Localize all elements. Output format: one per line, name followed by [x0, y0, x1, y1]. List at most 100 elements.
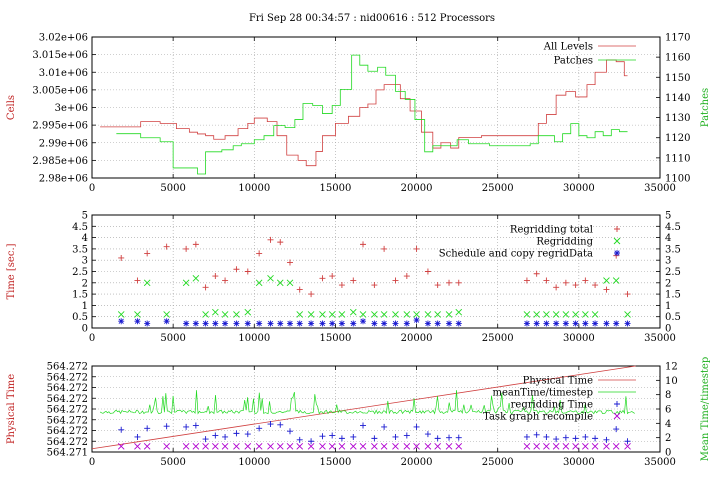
data-point: [267, 236, 274, 243]
y-tick-label: 1.5: [72, 290, 88, 301]
data-point: [603, 286, 610, 293]
data-point: [183, 320, 190, 327]
y-tick-label: 4.5: [72, 222, 88, 233]
data-point: [143, 442, 151, 450]
legend-label: regridding Time: [511, 400, 593, 411]
data-point: [221, 311, 229, 318]
y-tick-label: 0: [82, 324, 88, 335]
x-tick-label: 35000: [644, 183, 676, 194]
data-point: [434, 320, 441, 327]
data-point: [296, 311, 304, 318]
data-point: [543, 311, 550, 318]
y-tick-label: 564.272: [47, 362, 88, 373]
y2-tick-label: 4: [665, 233, 671, 244]
data-point: [572, 442, 579, 450]
data-point: [533, 442, 540, 450]
data-point: [212, 442, 219, 450]
data-point: [572, 311, 579, 318]
data-point: [434, 311, 441, 318]
data-point: [134, 277, 141, 284]
x-tick-label: 30000: [563, 333, 595, 344]
data-point: [182, 442, 190, 450]
data-point: [163, 442, 170, 450]
y-tick-label: 1: [82, 301, 88, 312]
y2-tick-label: 6: [665, 405, 671, 416]
data-point: [163, 311, 170, 318]
data-point: [296, 442, 304, 450]
series-line: [99, 390, 635, 415]
data-point: [612, 442, 620, 450]
data-point: [144, 320, 151, 327]
y-tick-label: 564.272: [47, 415, 88, 426]
data-point: [543, 433, 550, 440]
data-point: [392, 311, 399, 318]
data-point: [434, 435, 441, 442]
y-tick-label: 3.01e+06: [39, 68, 88, 79]
y2-tick-label: 1: [665, 301, 671, 312]
data-point: [603, 442, 610, 450]
data-point: [244, 320, 251, 327]
data-point: [319, 442, 326, 450]
data-point: [392, 320, 399, 327]
data-point: [256, 320, 263, 327]
y2-tick-label: 4: [665, 419, 671, 430]
y2-tick-label: 1110: [665, 153, 690, 164]
y2-tick-label: 1120: [665, 133, 690, 144]
data-point: [212, 432, 219, 439]
data-point: [277, 239, 284, 246]
data-point: [118, 426, 125, 433]
data-point: [118, 254, 125, 261]
data-point: [144, 425, 151, 432]
data-point: [455, 434, 462, 441]
data-point: [392, 433, 399, 440]
y2-tick-label: 5: [665, 211, 671, 222]
x-tick-label: 0: [89, 333, 95, 344]
data-point: [212, 308, 219, 316]
x-tick-label: 15000: [320, 333, 352, 344]
y2-tick-label: 1.5: [665, 290, 681, 301]
x-tick-label: 15000: [320, 183, 352, 194]
data-point: [413, 442, 420, 450]
y-tick-label: 564.272: [47, 394, 88, 405]
data-point: [446, 320, 453, 327]
data-point: [308, 320, 315, 327]
x-tick-label: 30000: [563, 183, 595, 194]
y-axis-label: Time [sec.]: [6, 243, 17, 299]
data-point: [222, 320, 229, 327]
data-point: [523, 311, 531, 318]
data-point: [349, 308, 357, 316]
data-point: [350, 320, 357, 327]
y2-tick-label: 2: [665, 278, 671, 289]
y-tick-label: 3.005e+06: [32, 85, 88, 96]
data-point: [267, 274, 274, 282]
x-tick-label: 20000: [401, 183, 433, 194]
y2-tick-label: 0: [665, 324, 671, 335]
y2-tick-label: 4.5: [665, 222, 681, 233]
data-point: [319, 311, 326, 318]
data-point: [233, 311, 240, 318]
x-tick-label: 0: [89, 457, 95, 468]
data-point: [233, 430, 240, 437]
y2-axis-label: Patches: [700, 88, 711, 127]
y2-tick-label: 12: [665, 362, 678, 373]
data-point: [424, 431, 431, 438]
data-point: [163, 318, 170, 325]
data-point: [553, 284, 560, 291]
data-point: [276, 279, 284, 287]
data-point: [192, 442, 200, 450]
data-point: [267, 421, 274, 428]
data-point: [350, 433, 357, 440]
data-point: [403, 320, 410, 327]
data-point: [543, 320, 550, 327]
data-point: [392, 277, 399, 284]
data-point: [244, 308, 252, 316]
data-point: [134, 311, 141, 318]
y-tick-label: 2.995e+06: [32, 121, 88, 132]
x-tick-label: 5000: [160, 183, 185, 194]
data-point: [359, 442, 367, 450]
y2-tick-label: 2.5: [665, 267, 681, 278]
data-point: [592, 435, 599, 442]
legend-swatch: [613, 237, 621, 245]
data-point: [202, 442, 209, 450]
